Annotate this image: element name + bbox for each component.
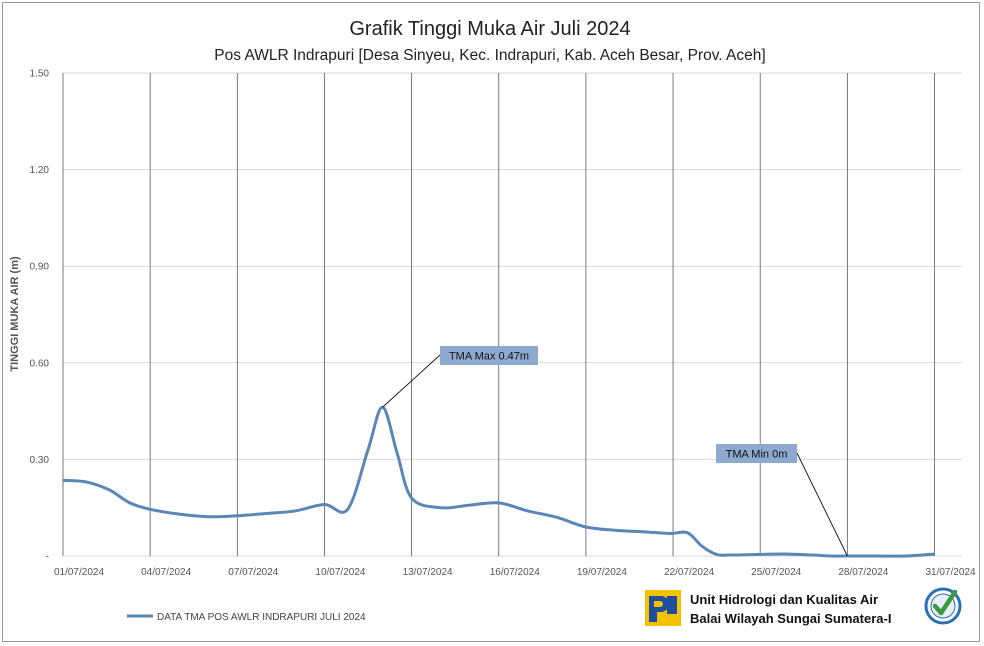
org-line-2: Balai Wilayah Sungai Sumatera-I bbox=[690, 611, 891, 626]
x-tick-label: 10/07/2024 bbox=[315, 567, 365, 578]
annotation-label: TMA Min 0m bbox=[726, 449, 788, 461]
annotation-leader-line bbox=[382, 354, 441, 408]
y-tick-label: - bbox=[46, 552, 49, 563]
y-tick-label: 1.50 bbox=[30, 69, 50, 80]
x-tick-label: 04/07/2024 bbox=[141, 567, 191, 578]
legend-label: DATA TMA POS AWLR INDRAPURI JULI 2024 bbox=[157, 612, 366, 623]
x-tick-label: 31/07/2024 bbox=[925, 567, 975, 578]
chart-subtitle: Pos AWLR Indrapuri [Desa Sinyeu, Kec. In… bbox=[214, 47, 765, 64]
annotation-leader-line bbox=[796, 452, 848, 557]
x-tick-label: 13/07/2024 bbox=[403, 567, 453, 578]
x-tick-label: 07/07/2024 bbox=[228, 567, 278, 578]
horizontal-gridlines bbox=[63, 72, 962, 557]
x-tick-label: 16/07/2024 bbox=[490, 567, 540, 578]
annotations-group: TMA Max 0.47m TMA Min 0m bbox=[382, 346, 848, 557]
series-group bbox=[62, 405, 935, 558]
chart-title: Grafik Tinggi Muka Air Juli 2024 bbox=[349, 18, 630, 40]
annotation-box bbox=[716, 444, 797, 463]
annotation-box bbox=[440, 346, 538, 365]
x-tick-labels: 01/07/2024 04/07/2024 07/07/2024 10/07/2024… bbox=[54, 567, 976, 578]
y-tick-labels: - 0.30 0.60 0.90 1.20 1.50 bbox=[30, 69, 50, 563]
pupr-logo bbox=[645, 590, 681, 626]
y-tick-label: 1.20 bbox=[30, 165, 50, 176]
x-tick-label: 19/07/2024 bbox=[577, 567, 627, 578]
x-tick-label: 28/07/2024 bbox=[838, 567, 888, 578]
series-line bbox=[62, 405, 935, 558]
x-tick-label: 25/07/2024 bbox=[751, 567, 801, 578]
x-tick-label: 22/07/2024 bbox=[664, 567, 714, 578]
y-axis-label: TINGGI MUKA AIR (m) bbox=[9, 256, 21, 372]
org-line-1: Unit Hidrologi dan Kualitas Air bbox=[690, 592, 878, 607]
vertical-gridlines bbox=[62, 73, 935, 556]
certification-badge-icon bbox=[924, 587, 962, 625]
y-tick-label: 0.60 bbox=[30, 358, 50, 369]
x-tick-label: 01/07/2024 bbox=[54, 567, 104, 578]
annotation-label: TMA Max 0.47m bbox=[449, 351, 529, 363]
y-tick-label: 0.90 bbox=[30, 262, 50, 273]
y-tick-label: 0.30 bbox=[30, 455, 50, 466]
